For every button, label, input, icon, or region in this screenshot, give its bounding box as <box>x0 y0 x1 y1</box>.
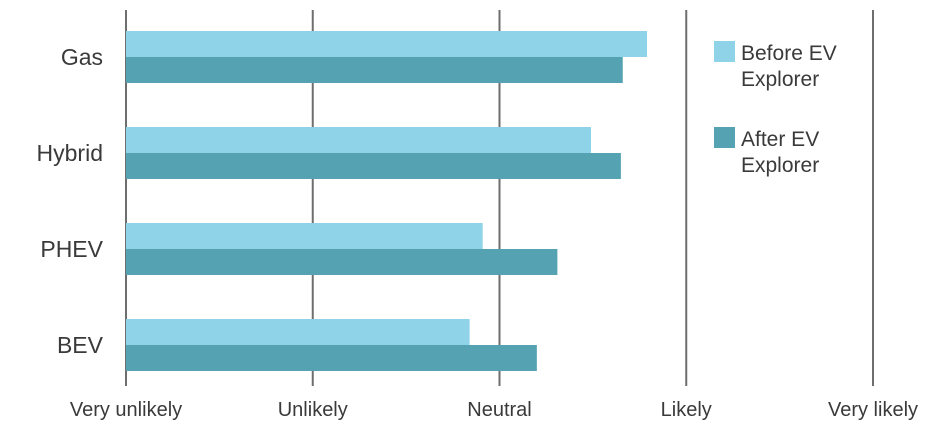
x-tick-label-likely: Likely <box>661 399 712 421</box>
bar-phev-after-ev-explorer <box>126 249 558 275</box>
legend-label-line: Explorer <box>741 154 819 177</box>
legend-label-before-ev-explorer: Before EV Explorer <box>741 42 837 91</box>
category-label-phev: PHEV <box>40 236 103 262</box>
x-tick-label-very-unlikely: Very unlikely <box>70 399 182 421</box>
bar-gas-after-ev-explorer <box>126 57 623 83</box>
legend-swatch-after-ev-explorer <box>714 127 735 148</box>
bar-bev-before-ev-explorer <box>126 319 470 345</box>
legend-label-after-ev-explorer: After EV Explorer <box>741 128 819 177</box>
legend-label-line: After EV <box>741 128 819 151</box>
bar-bev-after-ev-explorer <box>126 345 537 371</box>
category-labels: Gas Hybrid PHEV BEV <box>37 44 104 358</box>
x-tick-label-unlikely: Unlikely <box>278 399 348 421</box>
bar-hybrid-before-ev-explorer <box>126 127 592 153</box>
x-tick-labels: Very unlikely Unlikely Neutral Likely Very l… <box>70 399 918 421</box>
bar-hybrid-after-ev-explorer <box>126 153 621 179</box>
category-label-bev: BEV <box>57 332 104 358</box>
bars <box>126 31 648 371</box>
legend-label-line: Before EV <box>741 42 837 65</box>
legend-swatch-before-ev-explorer <box>714 41 735 62</box>
bar-phev-before-ev-explorer <box>126 223 483 249</box>
legend-label-line: Explorer <box>741 68 819 91</box>
legend: Before EV Explorer After EV Explorer <box>714 41 837 177</box>
x-tick-label-very-likely: Very likely <box>828 399 918 421</box>
bar-gas-before-ev-explorer <box>126 31 648 57</box>
x-tick-label-neutral: Neutral <box>467 399 531 421</box>
category-label-gas: Gas <box>61 44 103 70</box>
category-label-hybrid: Hybrid <box>37 140 103 166</box>
